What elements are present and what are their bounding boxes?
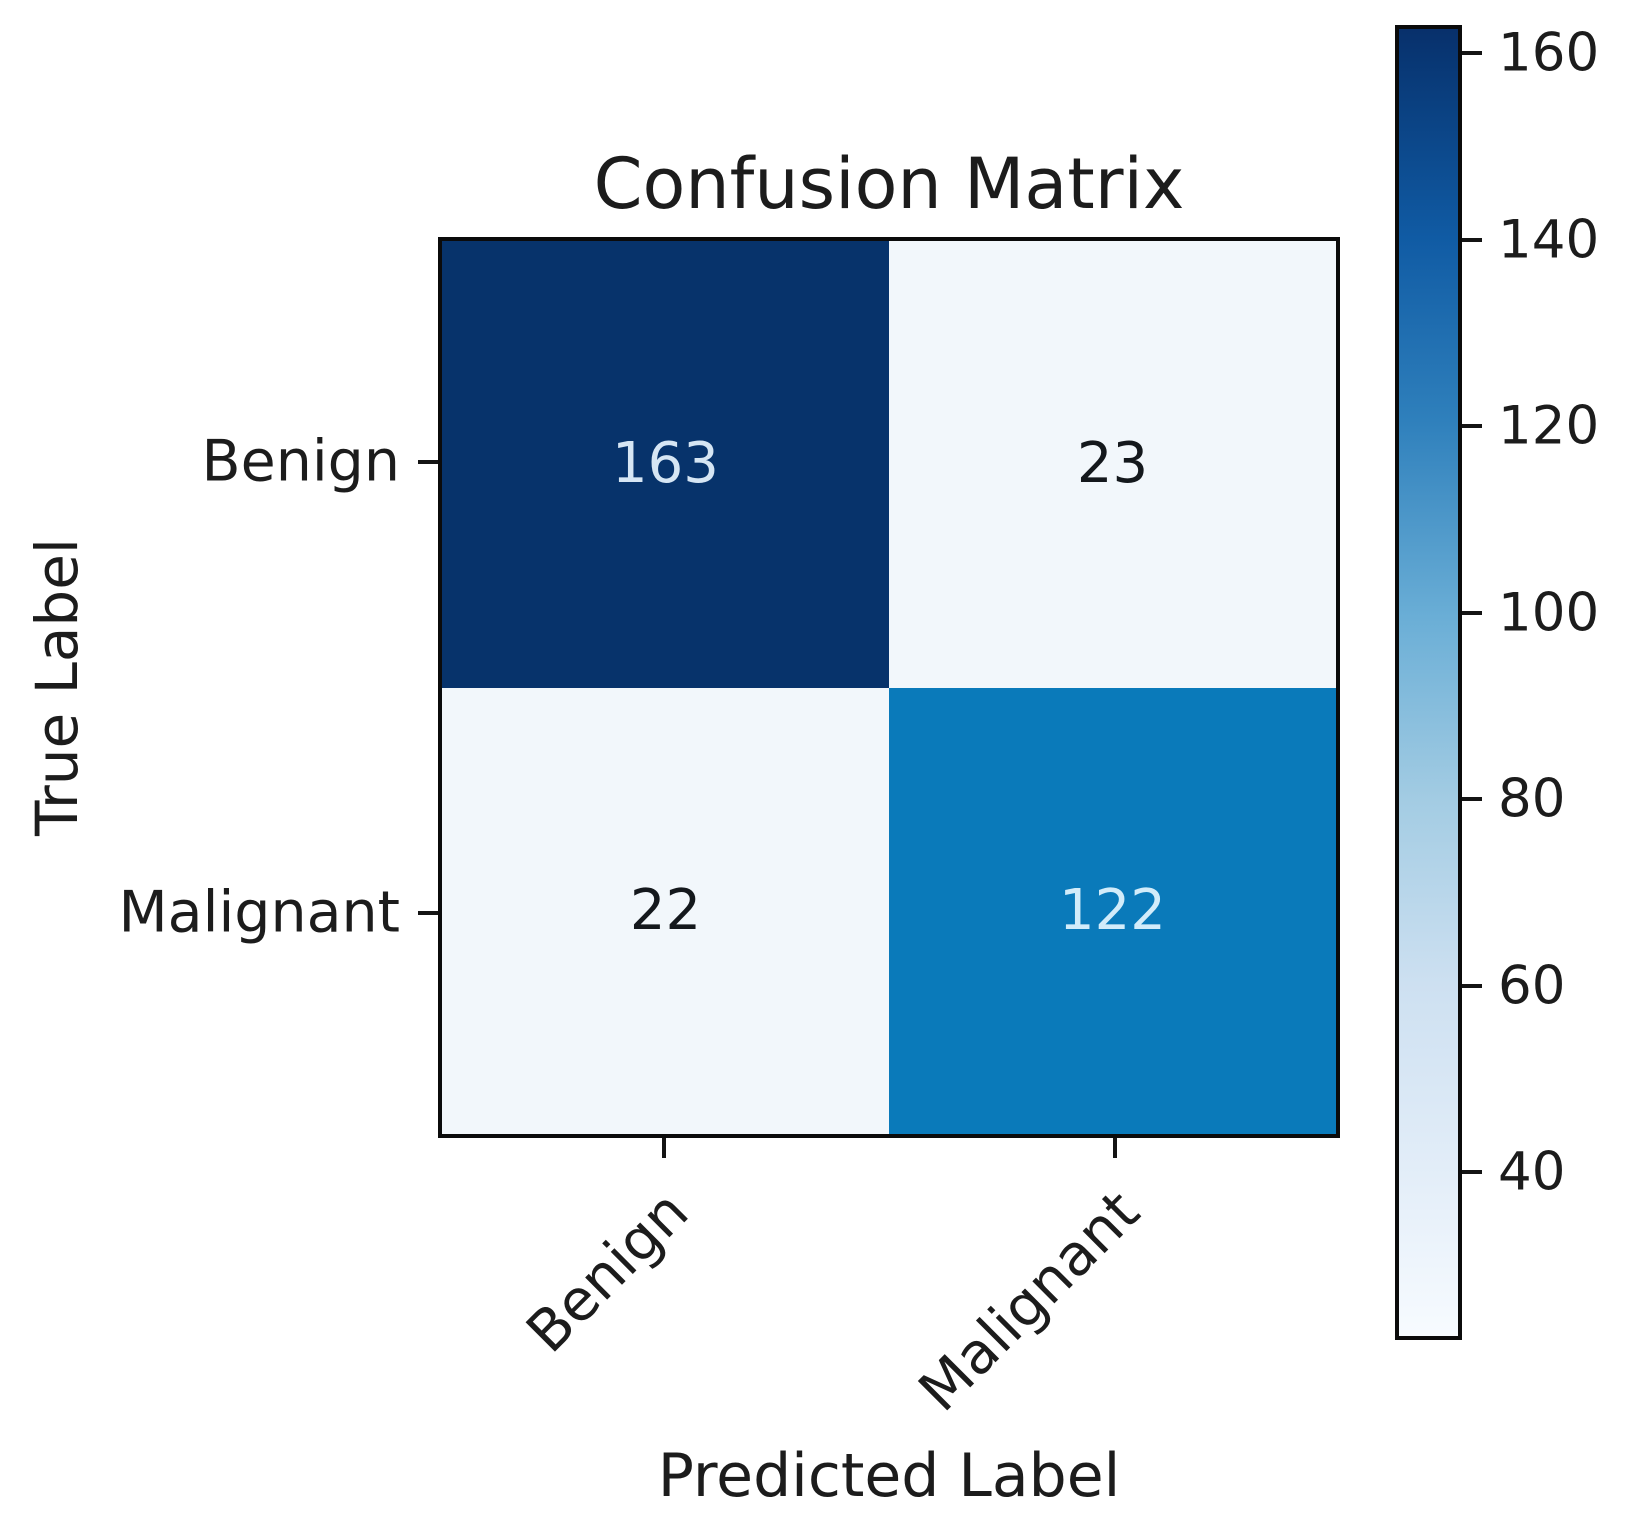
cell-value: 22	[629, 877, 702, 943]
colorbar-tick-label: 80	[1498, 768, 1566, 830]
y-tick-label-malignant: Malignant	[118, 879, 401, 946]
x-axis-label: Predicted Label	[657, 1441, 1121, 1511]
colorbar-tick-label: 60	[1498, 955, 1566, 1017]
colorbar-tick-mark	[1462, 424, 1482, 429]
heatmap-grid: 163 23 22 122	[438, 237, 1340, 1138]
y-tick-mark	[418, 460, 438, 465]
matrix-cell-malignant-malignant: 122	[889, 687, 1336, 1134]
y-tick-mark	[418, 910, 438, 915]
matrix-cell-benign-malignant: 23	[889, 241, 1336, 688]
colorbar-tick-mark	[1462, 1170, 1482, 1175]
y-axis-label: True Label	[23, 537, 91, 837]
x-tick-mark	[1112, 1138, 1117, 1158]
colorbar-tick-mark	[1462, 237, 1482, 242]
colorbar-tick-mark	[1462, 797, 1482, 802]
chart-title: Confusion Matrix	[593, 143, 1185, 225]
colorbar-tick-label: 140	[1498, 209, 1600, 270]
colorbar-tick-mark	[1462, 983, 1482, 988]
colorbar-tick-label: 120	[1498, 395, 1600, 457]
cell-value: 163	[612, 431, 719, 497]
colorbar	[1395, 25, 1462, 1340]
y-tick-label-benign: Benign	[201, 428, 400, 495]
colorbar-tick-mark	[1462, 50, 1482, 55]
matrix-cell-benign-benign: 163	[442, 241, 889, 688]
matrix-cell-malignant-benign: 22	[442, 687, 889, 1134]
colorbar-tick-label: 100	[1498, 582, 1600, 644]
colorbar-tick-label: 160	[1498, 22, 1600, 84]
cell-value: 23	[1076, 431, 1149, 497]
colorbar-tick-label: 40	[1498, 1141, 1566, 1203]
cell-value: 122	[1059, 877, 1166, 943]
x-tick-mark	[661, 1138, 666, 1158]
colorbar-tick-mark	[1462, 610, 1482, 615]
